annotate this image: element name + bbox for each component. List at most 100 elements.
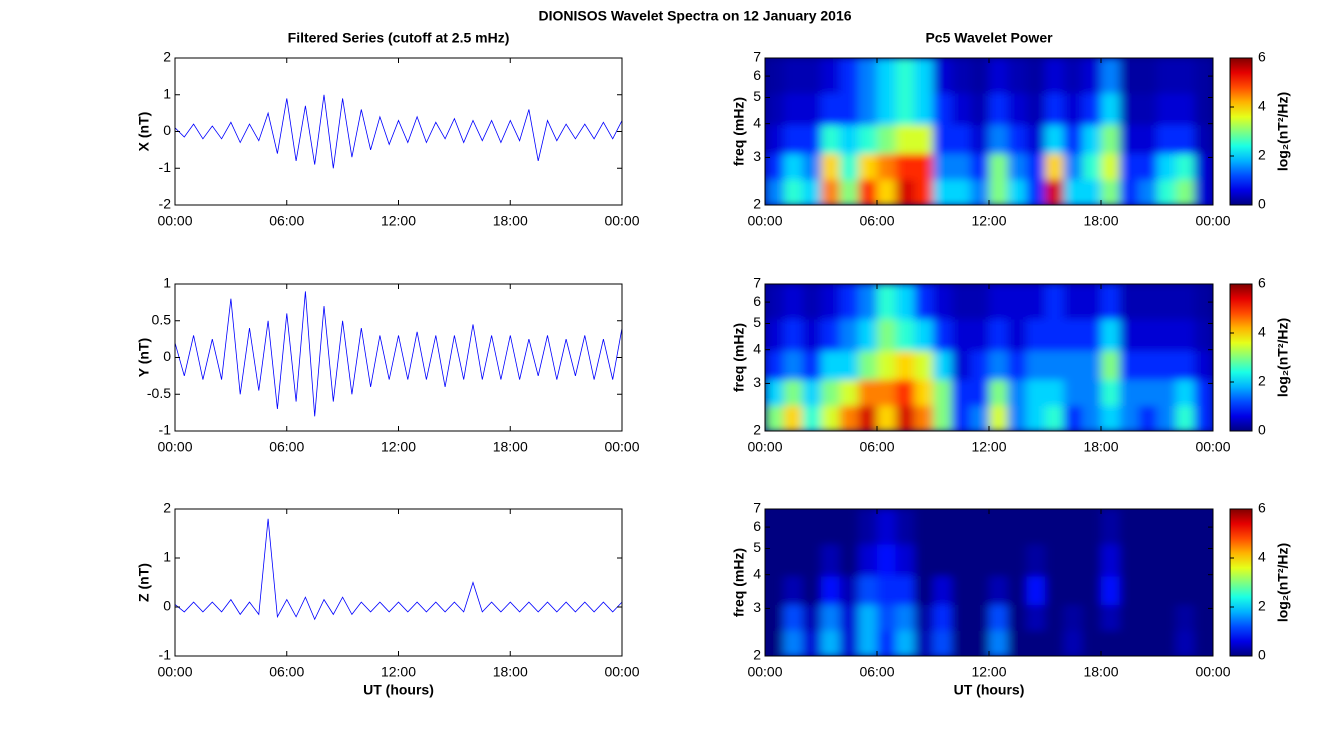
cell (1101, 179, 1121, 205)
cell (1138, 604, 1158, 631)
cell (951, 318, 971, 352)
cell (1007, 630, 1027, 656)
cell (1175, 379, 1195, 406)
colorbar-tick-label: 2 (1258, 373, 1266, 389)
cell (765, 405, 785, 431)
cell (951, 153, 971, 180)
cell (1101, 543, 1121, 577)
cell (783, 575, 803, 605)
cell (933, 543, 953, 577)
cell (877, 405, 897, 431)
cell (839, 318, 859, 352)
cell (1157, 604, 1177, 631)
cell (802, 350, 822, 380)
cell (1082, 153, 1102, 180)
cell (802, 179, 822, 205)
cell (1026, 350, 1046, 380)
cell (839, 630, 859, 656)
cell (1045, 350, 1065, 380)
cell (1157, 179, 1177, 205)
y-tick-label: 7 (753, 500, 761, 516)
x-tick-label: 06:00 (859, 439, 894, 455)
cell (1026, 153, 1046, 180)
x-tick-label: 06:00 (859, 664, 894, 680)
cell (877, 509, 897, 545)
cell (933, 630, 953, 656)
y-tick-label: 2 (163, 49, 171, 65)
cell (951, 58, 971, 94)
cell (1119, 153, 1139, 180)
cell (1194, 405, 1213, 431)
cell (765, 575, 785, 605)
cell (1138, 124, 1158, 154)
cell (1045, 124, 1065, 154)
cell (1026, 405, 1046, 431)
y-tick-label: 3 (753, 599, 761, 615)
cell (802, 379, 822, 406)
cell (1045, 153, 1065, 180)
cell (765, 58, 785, 94)
x-tick-label: 18:00 (1083, 664, 1118, 680)
cell (1175, 318, 1195, 352)
cell (895, 92, 915, 126)
y-tick-label: 2 (753, 422, 761, 438)
cell (1007, 58, 1027, 94)
cell (1101, 630, 1121, 656)
y-tick-label: 0 (163, 348, 171, 364)
cell (858, 92, 878, 126)
cell (877, 543, 897, 577)
y-tick-label: 4 (753, 565, 761, 581)
colorbar-tick-label: 6 (1258, 49, 1266, 65)
cell (821, 350, 841, 380)
cell (858, 379, 878, 406)
cell (821, 284, 841, 320)
series-line (175, 94, 622, 169)
cell (802, 284, 822, 320)
cell (821, 630, 841, 656)
cell (970, 350, 990, 380)
cell (1007, 284, 1027, 320)
cell (1082, 284, 1102, 320)
colorbar-label: log₂(nT²/Hz) (1275, 92, 1291, 171)
y-tick-label: 4 (753, 340, 761, 356)
cell (1045, 284, 1065, 320)
cell (1063, 604, 1083, 631)
cell (951, 379, 971, 406)
cell (802, 575, 822, 605)
cell (970, 630, 990, 656)
cell (783, 604, 803, 631)
colorbar-tick-label: 6 (1258, 275, 1266, 291)
y-tick-label: -1 (159, 159, 172, 175)
cell (877, 379, 897, 406)
y-tick-label: 0 (163, 598, 171, 614)
plot-bg (175, 509, 622, 656)
cell (1119, 284, 1139, 320)
cell (989, 630, 1009, 656)
panel: 0 2 4 6 log₂(nT²/Hz) 00:00 06:00 12:00 18:00 00:0… (731, 500, 1291, 698)
cell (933, 379, 953, 406)
cell (839, 92, 859, 126)
cell (839, 350, 859, 380)
y-tick-label: 2 (163, 500, 171, 516)
cell (1063, 124, 1083, 154)
cell (895, 379, 915, 406)
cell (933, 405, 953, 431)
cell (858, 318, 878, 352)
cell (1007, 405, 1027, 431)
cell (1082, 379, 1102, 406)
cell (1082, 350, 1102, 380)
cell (1175, 92, 1195, 126)
x-tick-label: 00:00 (747, 664, 782, 680)
cell (1045, 405, 1065, 431)
cell (1063, 58, 1083, 94)
cell (1119, 58, 1139, 94)
cell (1101, 153, 1121, 180)
cell (951, 509, 971, 545)
cell (765, 124, 785, 154)
cell (970, 58, 990, 94)
cell (1175, 350, 1195, 380)
y-tick-label: 7 (753, 275, 761, 291)
cell (1045, 179, 1065, 205)
cell (821, 318, 841, 352)
